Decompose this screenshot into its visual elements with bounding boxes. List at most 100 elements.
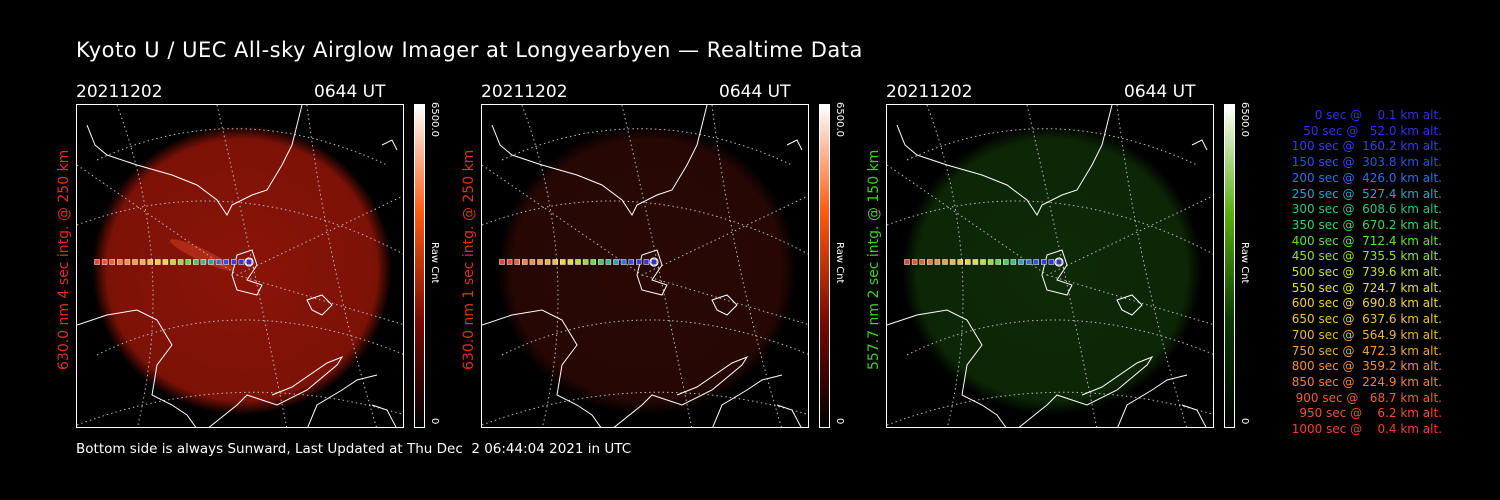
legend-row: 250 sec @ 527.4 km alt.: [1291, 186, 1442, 201]
legend-row: 950 sec @ 6.2 km alt.: [1299, 406, 1442, 421]
trajectory-marker: [980, 259, 986, 265]
legend-row: 100 sec @ 160.2 km alt.: [1291, 139, 1442, 154]
geo-grid-line: [306, 105, 377, 427]
trajectory-marker: [215, 259, 222, 265]
coastline: [1181, 404, 1207, 427]
trajectory-marker: [506, 259, 513, 265]
legend-row: 1000 sec @ 0.4 km alt.: [1291, 422, 1442, 437]
coastline: [1116, 294, 1143, 316]
trajectory-marker: [651, 259, 657, 265]
legend-row: 0 sec @ 0.1 km alt.: [1314, 108, 1442, 122]
trajectory-marker: [94, 259, 100, 265]
trajectory-marker: [582, 259, 589, 265]
trajectory-marker: [643, 259, 650, 265]
trajectory-marker: [544, 259, 551, 265]
trajectory-marker: [499, 259, 505, 265]
coastline: [786, 139, 803, 151]
page-title: Kyoto U / UEC All-sky Airglow Imager at …: [76, 38, 863, 62]
colorbar-max-label: 6500.0: [1239, 102, 1250, 137]
legend-row: 200 sec @ 426.0 km alt.: [1291, 170, 1442, 185]
trajectory-marker: [193, 259, 199, 265]
airglow-panel-630-4s: 20211202 0644 UT 6500.0 Raw Cnt 0: [76, 82, 456, 432]
trajectory-marker: [1056, 259, 1062, 265]
coastline: [613, 355, 749, 427]
trajectory-marker: [567, 259, 574, 265]
panel-ylabel: 630.0 nm 1 sec intg. @ 250 km: [461, 149, 477, 370]
trajectory-marker: [238, 259, 245, 265]
trajectory-marker: [590, 259, 596, 265]
coastline: [307, 374, 378, 427]
geo-grid-line: [1116, 105, 1187, 427]
colorbar-unit-label: Raw Cnt: [429, 242, 440, 284]
coastline: [711, 294, 738, 316]
geo-grid-line: [621, 105, 693, 427]
trajectory-marker: [942, 259, 948, 265]
panel-date: 20211202: [76, 82, 163, 102]
coastline: [1191, 139, 1208, 151]
trajectory-marker: [927, 259, 933, 265]
allsky-map: [482, 105, 808, 427]
trajectory-marker: [1048, 259, 1055, 265]
legend-row: 400 sec @ 712.4 km alt.: [1291, 233, 1442, 248]
legend-row: 900 sec @ 68.7 km alt.: [1295, 390, 1442, 405]
legend-row: 550 sec @ 724.7 km alt.: [1291, 280, 1442, 295]
allsky-map: [77, 105, 403, 427]
trajectory-marker: [1041, 259, 1047, 265]
panel-date: 20211202: [481, 82, 568, 102]
trajectory-marker: [155, 259, 161, 265]
allsky-image: [886, 104, 1214, 428]
geo-grid-line: [77, 391, 403, 426]
allsky-image: [76, 104, 404, 428]
coastline: [1117, 374, 1188, 427]
altitude-legend: 0 sec @ 0.1 km alt. 50 sec @ 52.0 km alt.…: [1262, 108, 1442, 438]
geo-grid-line: [96, 319, 403, 356]
trajectory-marker: [132, 259, 138, 265]
colorbar: [414, 104, 425, 428]
geo-grid-line: [887, 391, 1213, 426]
panel-time: 0644 UT: [314, 82, 386, 102]
trajectory-marker: [1025, 259, 1032, 265]
trajectory-marker: [147, 259, 153, 265]
geo-grid-line: [906, 319, 1213, 356]
colorbar: [1224, 104, 1235, 428]
coastline: [306, 294, 333, 316]
trajectory-marker: [949, 259, 956, 265]
trajectory-marker: [628, 259, 634, 265]
colorbar-max-label: 6500.0: [429, 102, 440, 137]
coastline: [896, 105, 1113, 216]
trajectory-marker: [605, 259, 612, 265]
station-marker: [244, 257, 254, 267]
colorbar-unit-label: Raw Cnt: [834, 242, 845, 284]
coastline: [77, 309, 197, 427]
trajectory-marker: [246, 259, 252, 265]
geo-grid-line: [1026, 105, 1098, 427]
legend-row: 650 sec @ 637.6 km alt.: [1291, 312, 1442, 327]
panel-time: 0644 UT: [1124, 82, 1196, 102]
panel-time: 0644 UT: [719, 82, 791, 102]
coastline: [208, 355, 344, 427]
geo-grid-line: [216, 105, 288, 427]
legend-row: 750 sec @ 472.3 km alt.: [1291, 343, 1442, 358]
trajectory-marker: [185, 259, 191, 265]
geo-grid-line: [711, 105, 782, 427]
trajectory-marker: [636, 259, 642, 265]
trajectory-marker: [124, 259, 131, 265]
airglow-emission: [497, 125, 797, 415]
colorbar-min-label: 0: [834, 418, 845, 425]
trajectory-marker: [162, 259, 169, 265]
panel-date: 20211202: [886, 82, 973, 102]
airglow-panel-557-2s: 20211202 0644 UT 6500.0 Raw Cnt 0: [886, 82, 1266, 432]
coastline: [482, 309, 602, 427]
trajectory-marker: [904, 259, 910, 265]
legend-row: 850 sec @ 224.9 km alt.: [1291, 374, 1442, 389]
coastline: [712, 374, 783, 427]
colorbar-min-label: 0: [1239, 418, 1250, 425]
trajectory-marker: [575, 259, 581, 265]
coastline: [491, 105, 708, 216]
trajectory-marker: [101, 259, 108, 265]
trajectory-marker: [537, 259, 543, 265]
trajectory-marker: [223, 259, 229, 265]
legend-row: 300 sec @ 608.6 km alt.: [1291, 202, 1442, 217]
trajectory-marker: [208, 259, 214, 265]
trajectory-marker: [529, 259, 536, 265]
